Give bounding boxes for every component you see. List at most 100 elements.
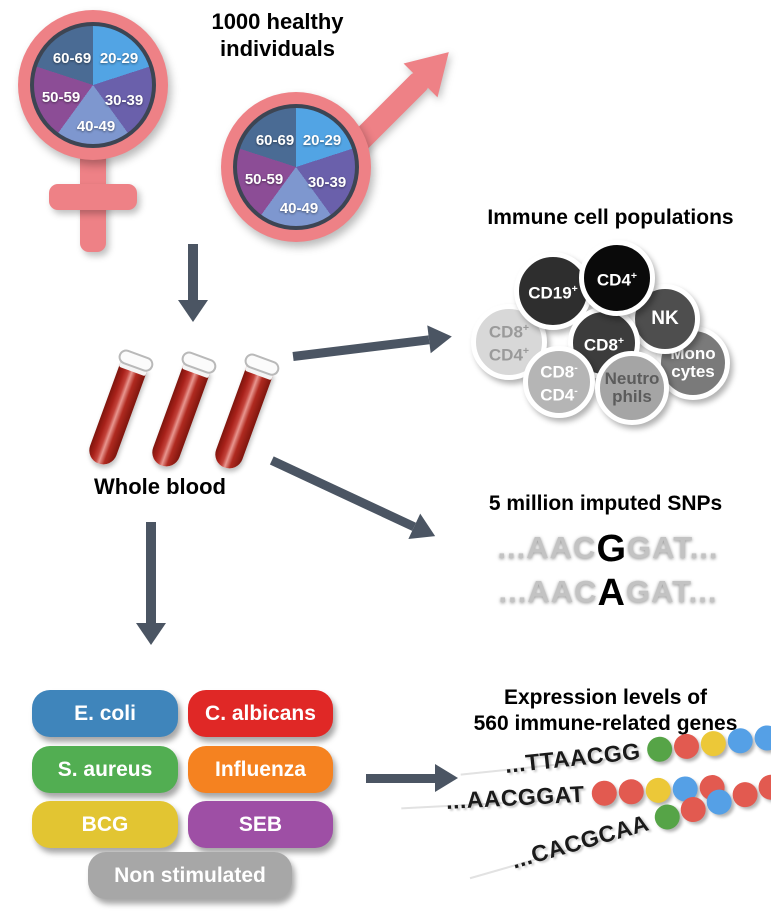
cell-label-line1: CD8+ (583, 334, 625, 355)
male-symbol: 20-29 30-39 40-49 50-59 60-69 (221, 92, 371, 242)
arrow-shaft (270, 455, 417, 531)
age-label-30-39: 30-39 (104, 92, 144, 109)
snp-flanking-sequence: GAT... (627, 530, 719, 565)
cell-circle-nk: NK (630, 284, 700, 354)
expression-dot (755, 771, 771, 803)
expression-dot (726, 727, 755, 755)
arrow-shaft (366, 773, 435, 783)
expression-dot (699, 729, 728, 758)
age-label-50-59: 50-59 (244, 171, 284, 188)
stimulus-pill-influenza: Influenza (188, 746, 333, 793)
stimulus-pill-nonstimulated: Non stimulated (88, 852, 292, 899)
age-label-60-69: 60-69 (255, 132, 295, 149)
cell-circle-cd8pos-cd4pos: CD8+ CD4+ (471, 304, 547, 380)
cell-label-line2: CD4+ (488, 345, 530, 365)
cell-label-line2: cytes (671, 362, 715, 381)
age-label-40-49: 40-49 (279, 200, 319, 217)
snp-flanking-sequence: GAT... (625, 574, 718, 609)
cohort-title-line1: 1000 healthy (211, 9, 344, 34)
arrow-head (427, 322, 454, 354)
cohort-title-line2: individuals (220, 36, 335, 61)
stimulus-label: Non stimulated (114, 863, 266, 887)
expression-dot (677, 794, 709, 826)
blood-tube-icon (207, 351, 282, 476)
stimulus-label: S. aureus (57, 757, 153, 781)
blood-tube-body (85, 359, 148, 469)
arrow-blood-to-snps (266, 447, 442, 549)
gene-sequence: ...TTAACGG (503, 737, 642, 778)
snp-flanking-sequence: ...AAC (498, 574, 598, 609)
male-age-pie-chart: 20-29 30-39 40-49 50-59 60-69 (233, 104, 359, 230)
expression-dot (651, 801, 683, 833)
age-label-60-69: 60-69 (52, 50, 92, 67)
arrow-shaft (188, 244, 198, 300)
blood-tube-body (211, 363, 274, 473)
stimulus-pill-calbicans: C. albicans (188, 690, 333, 737)
gene-sequence: ...AACGGAT (445, 780, 586, 814)
stimulus-pill-seb: SEB (188, 801, 333, 848)
age-label-50-59: 50-59 (41, 89, 81, 106)
expression-heading: Expression levels of 560 immune-related … (440, 685, 771, 737)
snp-sequence-allele1: ...AACGGAT... (448, 528, 768, 571)
arrow-head (408, 513, 442, 549)
expression-dot (729, 779, 761, 811)
expression-heading-line2: 560 immune-related genes (473, 712, 738, 735)
arrow-stimuli-to-expression (366, 764, 458, 792)
arrow-cohort-to-blood (178, 244, 208, 322)
arrow-blood-to-stimuli (136, 522, 166, 645)
expression-heading-line1: Expression levels of (503, 686, 708, 709)
whole-blood-label: Whole blood (94, 474, 226, 499)
female-symbol: 20-29 30-39 40-49 50-59 60-69 (18, 10, 168, 160)
age-label-20-29: 20-29 (302, 132, 342, 149)
age-label-40-49: 40-49 (76, 118, 116, 135)
cell-label-line1: Neutro (604, 369, 660, 388)
arrow-blood-to-cells (291, 322, 454, 370)
gene-sequence: ...CACGCAA (508, 809, 652, 874)
stimulus-label: C. albicans (205, 701, 316, 725)
cell-circle-cd8neg-cd4neg: CD8- CD4- (523, 346, 595, 418)
cell-label-line2: CD4- (540, 385, 578, 405)
cell-label-line1: CD4+ (596, 269, 638, 290)
cell-circle-cd4: CD4+ (579, 240, 655, 316)
expression-dot (617, 778, 645, 805)
stimulus-pill-bcg: BCG (32, 801, 178, 848)
stimulus-pill-saureus: S. aureus (32, 746, 178, 793)
arrow-head (435, 764, 458, 792)
expression-dot (672, 732, 701, 761)
blood-tube-icon (144, 349, 219, 474)
cell-label-line1: CD8- (540, 362, 578, 382)
arrow-head (136, 623, 166, 645)
expression-dot (703, 786, 735, 818)
stimulus-pill-ecoli: E. coli (32, 690, 178, 737)
cell-label-line1: CD19+ (528, 282, 578, 303)
expression-dot (644, 777, 672, 804)
snp-sequence-allele2: ...AACAGAT... (448, 572, 768, 615)
arrow-shaft (292, 334, 430, 361)
expression-dot (646, 735, 674, 763)
stimulus-label: BCG (81, 812, 129, 836)
cohort-title: 1000 healthy individuals (170, 8, 385, 62)
immune-populations-heading: Immune cell populations (487, 206, 734, 229)
cell-label-line1: CD8+ (488, 322, 530, 342)
cell-label-line1: NK (651, 308, 679, 329)
blood-tube-icon (81, 347, 156, 472)
age-label-20-29: 20-29 (99, 50, 139, 67)
cell-circle-neutrophils: Neutro phils (595, 351, 669, 425)
snp-variant-base: A (597, 572, 626, 614)
snp-flanking-sequence: ...AAC (497, 530, 597, 565)
female-age-pie-chart: 20-29 30-39 40-49 50-59 60-69 (30, 22, 156, 148)
stimulus-label: SEB (238, 812, 283, 836)
cell-label-line2: phils (612, 387, 652, 406)
stimulus-label: E. coli (74, 701, 136, 725)
stimulus-label: Influenza (214, 757, 306, 781)
expression-dot (590, 780, 618, 807)
arrow-head (178, 300, 208, 322)
female-symbol-crossbar (49, 184, 137, 210)
blood-tube-body (148, 361, 211, 471)
snp-variant-base: G (596, 528, 627, 570)
age-label-30-39: 30-39 (307, 174, 347, 191)
snps-heading: 5 million imputed SNPs (488, 492, 723, 515)
expression-dot (753, 724, 771, 752)
arrow-shaft (146, 522, 156, 623)
